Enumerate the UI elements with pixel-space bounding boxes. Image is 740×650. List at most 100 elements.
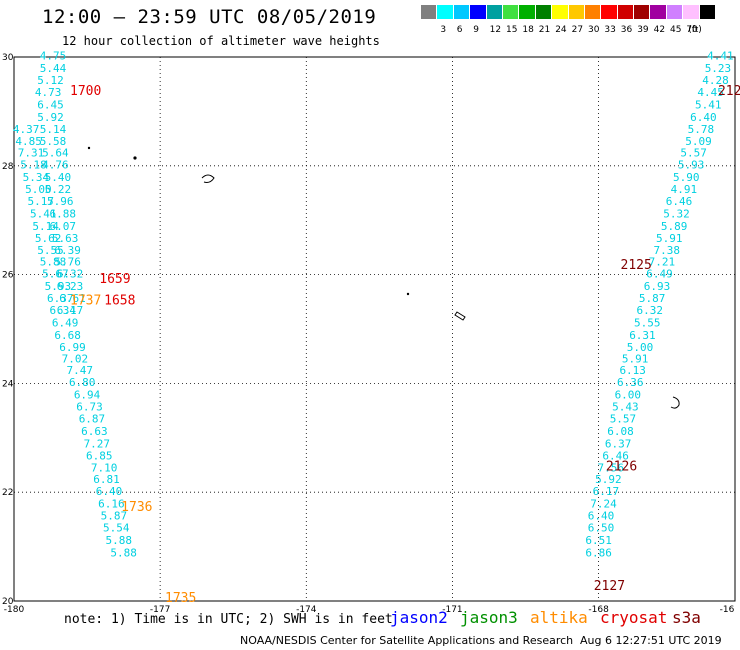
wave-height-label: 5.87 [101,509,128,522]
wave-height-label: 6.16 [98,497,125,510]
wave-height-label: 6.34 [49,304,76,317]
wave-height-label: 6.80 [69,376,96,389]
wave-height-label: 6.50 [588,521,615,534]
legend-swatch [552,5,569,19]
legend-label: 6 [456,25,463,35]
wave-height-label: 5.96 [47,195,74,208]
wave-height-label: 5.14 [32,220,59,233]
legend-altika: altika [530,608,588,627]
wave-height-label: 6.17 [57,304,84,317]
wave-height-label: 5.78 [688,123,715,136]
wave-height-label: 4.41 [707,50,734,63]
wave-height-label: 7.31 [18,147,45,160]
wave-height-label: 5.62 [35,232,62,245]
legend-jason2: jason2 [390,608,448,627]
legend-label: 9 [473,25,479,35]
legend-label: 12 [489,25,502,35]
wave-height-label: 4.28 [702,74,729,87]
wave-height-label: 5.57 [610,413,637,426]
wave-height-label: 5.76 [54,255,81,268]
wave-height-label: 5.44 [40,62,67,75]
legend-swatch [617,5,635,19]
latitude-tick-label: 28 [2,162,14,172]
wave-height-label: 5.63 [52,232,79,245]
wave-height-label: 5.09 [685,135,712,148]
wave-height-label: 5.17 [28,195,55,208]
wave-height-label: 7.02 [62,353,89,366]
legend-swatch [437,5,454,19]
wave-height-label: 5.93 [45,280,72,293]
wave-height-label: 5.00 [25,183,52,196]
wave-height-label: 5.32 [663,207,690,220]
latitude-tick-label: 24 [2,379,14,389]
legend-label: 39 [637,25,649,35]
wave-height-label: 5.55 [634,316,661,329]
map-title: 12:00 – 23:59 UTC 08/05/2019 [42,6,377,28]
wave-height-label: 6.88 [49,207,76,220]
island-dot [406,292,410,296]
legend-swatch [601,5,618,19]
wave-height-label: 6.73 [76,401,103,414]
wave-height-label: 5.22 [45,183,72,196]
wave-height-label: 5.58 [40,135,67,148]
legend-swatch [634,5,651,19]
wave-height-label: 6.17 [593,485,620,498]
wave-height-label: 6.40 [588,509,615,522]
legend-jason3: jason3 [460,608,518,627]
latitude-tick-label: 20 [2,597,14,607]
legend-label: 36 [620,25,633,35]
wave-height-label: 5.41 [30,207,57,220]
longitude-tick-label: -16 [720,605,735,615]
wave-height-label: 6.93 [644,280,671,293]
longitude-tick-label: -174 [296,605,317,615]
wave-height-label: 6.08 [607,425,634,438]
wave-height-label: 5.18 [20,159,47,172]
wave-height-label: 4.45 [697,86,724,99]
credit-line: NOAA/NESDIS Center for Satellite Applica… [240,634,574,647]
wave-height-label: 6.46 [666,195,693,208]
wave-height-label: 4.73 [35,86,62,99]
wave-height-label: 6.31 [629,329,656,342]
wave-height-label: 6.37 [605,438,632,451]
legend-swatch [584,5,602,19]
wave-height-label: 6.81 [93,473,120,486]
wave-height-label: 5.88 [110,546,137,559]
wave-height-label: 6.32 [636,304,663,317]
legend-label: 70 [686,25,698,35]
wave-height-label: 6.68 [54,329,81,342]
legend-swatch [421,5,438,19]
legend-label: 15 [506,25,518,35]
wave-height-label: 7.38 [654,244,681,257]
wave-height-label: 6.40 [690,111,717,124]
wave-height-label: 5.88 [105,534,132,547]
wave-height-label: 5.87 [639,292,666,305]
legend-swatch [502,5,520,19]
legend-swatch [666,5,684,19]
wave-height-label: 6.63 [81,425,108,438]
wave-height-label: 6.87 [79,413,106,426]
legend-label: 18 [522,25,534,35]
legend-label: 42 [653,25,666,35]
island-outline [454,311,466,321]
wave-height-label: 6.23 [57,280,84,293]
wave-height-label: 5.92 [37,111,64,124]
latitude-tick-label: 22 [2,488,13,498]
legend-swatch [568,5,585,19]
latitude-tick-label: 30 [2,53,14,63]
wave-height-label: 5.34 [23,171,50,184]
wave-height-label: 5.91 [622,353,649,366]
wave-height-label: 7.21 [649,255,676,268]
pass-time-label: 2126 [606,459,637,474]
wave-height-label: 6.85 [86,450,113,463]
wave-height-label: 6.45 [37,99,64,112]
wave-height-label: 6.13 [619,364,646,377]
wave-height-label: 5.64 [42,147,69,160]
island-dot [133,156,137,160]
wave-height-label: 4.91 [671,183,698,196]
longitude-tick-label: -171 [442,605,462,615]
wave-height-label: 5.91 [656,232,683,245]
wave-height-label: 5.67 [42,267,69,280]
wave-height-label: 4.85 [15,135,42,148]
legend-label: 30 [588,25,600,35]
wave-height-label: 5.92 [595,473,622,486]
